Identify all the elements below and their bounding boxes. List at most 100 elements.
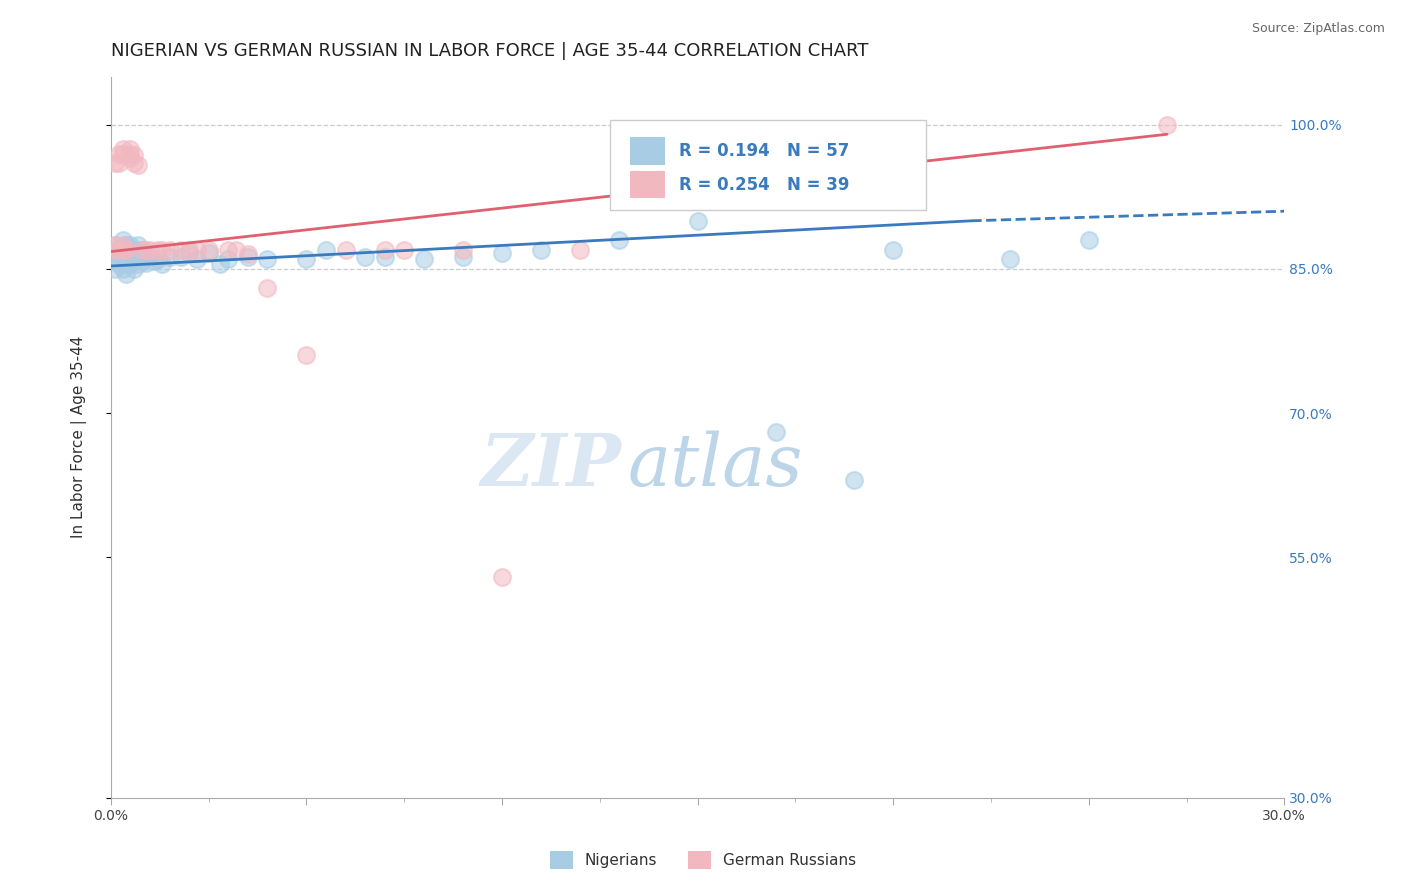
Point xyxy=(115,247,138,261)
Point xyxy=(124,247,146,261)
Point xyxy=(115,257,138,271)
Point xyxy=(217,252,239,267)
Point xyxy=(127,158,149,172)
Text: R = 0.254   N = 39: R = 0.254 N = 39 xyxy=(679,176,849,194)
Point xyxy=(1000,252,1022,267)
Point xyxy=(107,257,129,271)
Point xyxy=(111,261,134,276)
Point xyxy=(1077,233,1099,247)
Point xyxy=(127,251,149,265)
Point xyxy=(120,257,142,271)
Point xyxy=(115,267,138,281)
Point xyxy=(209,257,232,271)
Point xyxy=(127,237,149,252)
Point xyxy=(451,243,474,257)
Point xyxy=(111,146,134,161)
Point xyxy=(177,243,200,257)
Text: atlas: atlas xyxy=(627,431,803,501)
Point xyxy=(609,233,631,247)
Point xyxy=(104,237,127,252)
Point xyxy=(131,254,153,268)
Legend: Nigerians, German Russians: Nigerians, German Russians xyxy=(544,845,862,875)
Point xyxy=(150,243,173,257)
Point xyxy=(124,148,146,162)
Point xyxy=(146,243,169,257)
Point xyxy=(124,254,146,268)
Point xyxy=(142,254,165,268)
Point xyxy=(135,243,157,257)
Point xyxy=(315,243,337,257)
Point xyxy=(115,237,138,252)
Point xyxy=(150,257,173,271)
Point xyxy=(135,256,157,270)
Point xyxy=(127,257,149,271)
Point xyxy=(569,243,592,257)
Point xyxy=(124,261,146,276)
Point xyxy=(104,243,127,257)
Text: Source: ZipAtlas.com: Source: ZipAtlas.com xyxy=(1251,22,1385,36)
Point xyxy=(354,251,377,265)
Point xyxy=(115,243,138,257)
Point xyxy=(120,251,142,265)
Point xyxy=(256,252,278,267)
Point xyxy=(412,252,434,267)
Point xyxy=(842,474,865,488)
Point xyxy=(107,243,129,257)
Point xyxy=(197,246,219,260)
Point xyxy=(107,247,129,261)
Point xyxy=(111,237,134,252)
Point xyxy=(124,243,146,257)
Text: R = 0.194   N = 57: R = 0.194 N = 57 xyxy=(679,142,849,160)
Point xyxy=(491,569,513,583)
FancyBboxPatch shape xyxy=(630,137,665,164)
Point xyxy=(159,251,181,265)
Point xyxy=(120,151,142,165)
Point xyxy=(120,146,142,161)
Point xyxy=(765,425,787,440)
Point xyxy=(159,243,181,257)
Point xyxy=(256,281,278,295)
Point xyxy=(882,243,904,257)
Point xyxy=(374,251,396,265)
Point xyxy=(120,237,142,252)
Point xyxy=(104,237,127,252)
Point xyxy=(120,243,142,257)
Point xyxy=(374,243,396,257)
Point xyxy=(120,142,142,156)
FancyBboxPatch shape xyxy=(630,171,665,198)
Point xyxy=(139,243,162,257)
Text: NIGERIAN VS GERMAN RUSSIAN IN LABOR FORCE | AGE 35-44 CORRELATION CHART: NIGERIAN VS GERMAN RUSSIAN IN LABOR FORC… xyxy=(111,42,869,60)
Point xyxy=(1156,118,1178,132)
Point xyxy=(225,243,247,257)
Point xyxy=(335,243,357,257)
Point xyxy=(686,214,709,228)
Point xyxy=(107,146,129,161)
Point xyxy=(104,261,127,276)
FancyBboxPatch shape xyxy=(610,120,927,210)
Text: ZIP: ZIP xyxy=(481,431,621,501)
Point xyxy=(111,252,134,267)
Point xyxy=(111,233,134,247)
Point xyxy=(177,246,200,260)
Point xyxy=(170,251,193,265)
Point xyxy=(217,243,239,257)
Point xyxy=(170,243,193,257)
Point xyxy=(111,142,134,156)
Point xyxy=(295,252,318,267)
Point xyxy=(236,251,259,265)
Point xyxy=(135,246,157,260)
Point xyxy=(111,243,134,257)
Point xyxy=(186,252,208,267)
Point xyxy=(197,243,219,257)
Y-axis label: In Labor Force | Age 35-44: In Labor Force | Age 35-44 xyxy=(72,336,87,538)
Point xyxy=(124,156,146,170)
Point xyxy=(451,251,474,265)
Point xyxy=(491,246,513,260)
Point xyxy=(139,251,162,265)
Point xyxy=(146,252,169,267)
Point xyxy=(186,243,208,257)
Point xyxy=(236,247,259,261)
Point xyxy=(107,156,129,170)
Point xyxy=(295,348,318,362)
Point xyxy=(392,243,415,257)
